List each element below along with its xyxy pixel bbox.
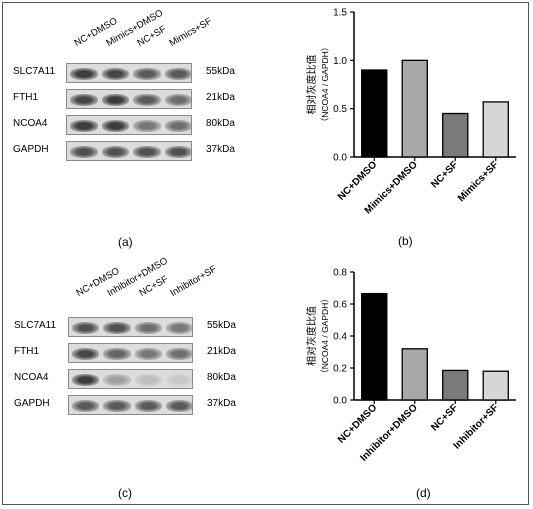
blot-band xyxy=(165,374,192,386)
blot-band xyxy=(103,374,131,386)
blot-strip xyxy=(68,395,193,415)
x-tick-label: NC+DMSO xyxy=(336,402,379,445)
blot-band xyxy=(165,400,192,412)
blot-band xyxy=(134,400,162,412)
blot-band xyxy=(134,348,162,360)
y-tick-label: 0.0 xyxy=(333,396,347,407)
bar xyxy=(401,59,428,158)
blot-band xyxy=(103,348,131,360)
y-axis-label-sub: （NCOA4 / GAPDH） xyxy=(320,43,330,127)
y-tick-label: 0.8 xyxy=(333,268,347,279)
blot-band xyxy=(165,348,192,360)
blot-band xyxy=(164,94,191,106)
bar xyxy=(482,370,509,401)
bar xyxy=(361,292,388,401)
blot-band xyxy=(72,374,100,386)
blot-band xyxy=(133,120,161,132)
blot-strip xyxy=(68,369,193,389)
protein-label: FTH1 xyxy=(14,346,39,357)
blot-band xyxy=(70,94,98,106)
blot-band xyxy=(103,400,131,412)
protein-label: NCOA4 xyxy=(13,118,48,129)
blot-band xyxy=(165,322,192,334)
y-tick-label: 0.5 xyxy=(333,104,347,115)
blot-band xyxy=(134,374,162,386)
lane-label: Mimics+SF xyxy=(167,15,214,49)
blot-band xyxy=(70,120,98,132)
blot-band xyxy=(70,68,98,80)
protein-label: NCOA4 xyxy=(14,372,49,383)
panel-letter-c: (c) xyxy=(118,486,132,500)
blot-band xyxy=(164,146,191,158)
blot-band xyxy=(70,146,98,158)
blot-band xyxy=(164,120,191,132)
blot-strip xyxy=(66,63,192,83)
y-tick-label: 0.6 xyxy=(333,300,347,311)
y-axis-label-sub: （NCOA4 / GAPDH） xyxy=(320,294,330,378)
y-axis-label: 相对灰度比值 xyxy=(305,306,318,366)
x-tick-label: NC+SF xyxy=(429,402,460,433)
protein-label: GAPDH xyxy=(13,144,49,155)
y-axis-label: 相对灰度比值 xyxy=(305,55,318,115)
lane-label: Inhibitor+SF xyxy=(168,263,219,299)
panel-letter: (b) xyxy=(398,234,413,248)
y-tick-label: 1.0 xyxy=(333,56,347,67)
kda-label: 21kDa xyxy=(207,346,236,357)
blot-strip xyxy=(66,141,192,161)
protein-label: SLC7A11 xyxy=(14,320,57,331)
kda-label: 80kDa xyxy=(207,372,236,383)
panel-letter-a: (a) xyxy=(118,235,133,249)
blot-strip xyxy=(68,317,193,337)
x-tick-label: Mimics+SF xyxy=(456,159,501,204)
protein-label: GAPDH xyxy=(14,398,50,409)
blot-strip xyxy=(66,115,192,135)
blot-band xyxy=(72,400,100,412)
kda-label: 21kDa xyxy=(206,92,235,103)
blot-band xyxy=(133,146,161,158)
kda-label: 37kDa xyxy=(206,144,235,155)
western-blot-panel-c: NC+DMSO Inhibitor+DMSO NC+SF Inhibitor+SF SL… xyxy=(0,255,260,505)
blot-strip xyxy=(68,343,193,363)
blot-strip xyxy=(66,89,192,109)
protein-label: FTH1 xyxy=(13,92,38,103)
kda-label: 80kDa xyxy=(206,118,235,129)
blot-band xyxy=(101,120,129,132)
blot-band xyxy=(101,94,129,106)
kda-label: 37kDa xyxy=(207,398,236,409)
blot-band xyxy=(133,68,161,80)
y-tick-label: 1.5 xyxy=(333,8,347,19)
blot-band xyxy=(164,68,191,80)
blot-band xyxy=(101,68,129,80)
bar xyxy=(361,69,388,158)
protein-label: SLC7A11 xyxy=(13,66,56,77)
y-tick-label: 0.2 xyxy=(333,364,347,375)
bar xyxy=(442,112,469,158)
bar xyxy=(482,101,509,158)
blot-band xyxy=(133,94,161,106)
x-tick-label: NC+SF xyxy=(429,159,460,190)
blot-band xyxy=(72,322,100,334)
western-blot-panel-a: NC+DMSO Mimics+DMSO NC+SF Mimics+SF SLC7A11 5… xyxy=(0,0,260,250)
panel-letter: (d) xyxy=(416,486,431,500)
blot-band xyxy=(101,146,129,158)
x-tick-label: NC+DMSO xyxy=(336,159,379,202)
blot-band xyxy=(134,322,162,334)
y-tick-label: 0.0 xyxy=(333,153,347,164)
kda-label: 55kDa xyxy=(207,320,236,331)
kda-label: 55kDa xyxy=(206,66,235,77)
bar xyxy=(442,369,469,401)
blot-band xyxy=(72,348,100,360)
bar xyxy=(401,348,428,401)
y-tick-label: 0.4 xyxy=(333,332,347,343)
blot-band xyxy=(103,322,131,334)
figure-frame xyxy=(2,2,529,505)
